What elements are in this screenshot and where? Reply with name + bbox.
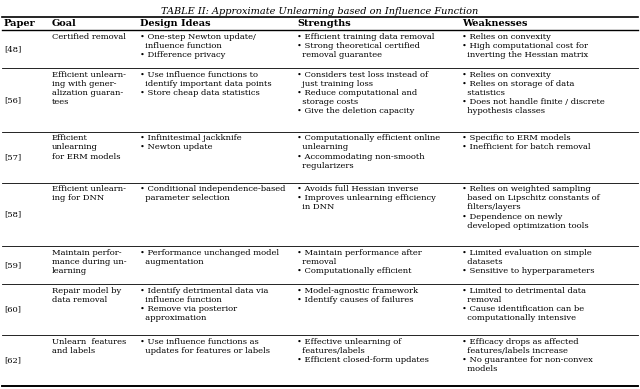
Text: • Limited evaluation on simple
  datasets
• Sensitive to hyperparameters: • Limited evaluation on simple datasets … [462, 249, 595, 275]
Text: • Effective unlearning of
  features/labels
• Efficient closed-form updates: • Effective unlearning of features/label… [297, 338, 429, 364]
Text: Certified removal: Certified removal [52, 33, 126, 40]
Text: Efficient
unlearning
for ERM models: Efficient unlearning for ERM models [52, 134, 120, 161]
Text: Repair model by
data removal: Repair model by data removal [52, 287, 121, 304]
Text: • Use influence functions to
  identify important data points
• Store cheap data: • Use influence functions to identify im… [140, 71, 271, 97]
Text: Efficient unlearn-
ing with gener-
alization guaran-
tees: Efficient unlearn- ing with gener- aliza… [52, 71, 126, 106]
Text: • Relies on convexity
• High computational cost for
  inverting the Hessian matr: • Relies on convexity • High computation… [462, 33, 588, 59]
Text: Strengths: Strengths [297, 19, 351, 28]
Text: • Use influence functions as
  updates for features or labels: • Use influence functions as updates for… [140, 338, 270, 355]
Text: • Model-agnostic framework
• Identify causes of failures: • Model-agnostic framework • Identify ca… [297, 287, 418, 304]
Text: • Efficient training data removal
• Strong theoretical certified
  removal guara: • Efficient training data removal • Stro… [297, 33, 435, 59]
Text: [59]: [59] [4, 261, 21, 269]
Text: Weaknesses: Weaknesses [462, 19, 527, 28]
Text: • Performance unchanged model
  augmentation: • Performance unchanged model augmentati… [140, 249, 279, 266]
Text: • Considers test loss instead of
  just training loss
• Reduce computational and: • Considers test loss instead of just tr… [297, 71, 428, 116]
Text: • Avoids full Hessian inverse
• Improves unlearning efficiency
  in DNN: • Avoids full Hessian inverse • Improves… [297, 185, 436, 212]
Text: [62]: [62] [4, 357, 21, 364]
Text: • Identify detrimental data via
  influence function
• Remove via posterior
  ap: • Identify detrimental data via influenc… [140, 287, 268, 322]
Text: • Computationally efficient online
  unlearning
• Accommodating non-smooth
  reg: • Computationally efficient online unlea… [297, 134, 440, 170]
Text: Maintain perfor-
mance during un-
learning: Maintain perfor- mance during un- learni… [52, 249, 127, 275]
Text: Goal: Goal [52, 19, 77, 28]
Text: [57]: [57] [4, 153, 21, 161]
Text: • Relies on convexity
• Relies on storage of data
  statistics
• Does not handle: • Relies on convexity • Relies on storag… [462, 71, 605, 116]
Text: TABLE II: Approximate Unlearning based on Influence Function: TABLE II: Approximate Unlearning based o… [161, 7, 479, 16]
Text: • Efficacy drops as affected
  features/labels increase
• No guarantee for non-c: • Efficacy drops as affected features/la… [462, 338, 593, 373]
Text: • Specific to ERM models
• Inefficient for batch removal: • Specific to ERM models • Inefficient f… [462, 134, 591, 151]
Text: • One-step Newton update/
  influence function
• Difference privacy: • One-step Newton update/ influence func… [140, 33, 256, 59]
Text: [58]: [58] [4, 210, 21, 218]
Text: Design Ideas: Design Ideas [140, 19, 211, 28]
Text: [60]: [60] [4, 306, 21, 314]
Text: Unlearn  features
and labels: Unlearn features and labels [52, 338, 126, 355]
Text: • Relies on weighted sampling
  based on Lipschitz constants of
  filters/layers: • Relies on weighted sampling based on L… [462, 185, 600, 230]
Text: • Maintain performance after
  removal
• Computationally efficient: • Maintain performance after removal • C… [297, 249, 422, 275]
Text: • Infinitesimal jackknife
• Newton update: • Infinitesimal jackknife • Newton updat… [140, 134, 242, 151]
Text: • Limited to detrimental data
  removal
• Cause identification can be
  computat: • Limited to detrimental data removal • … [462, 287, 586, 322]
Text: • Conditional independence-based
  parameter selection: • Conditional independence-based paramet… [140, 185, 285, 202]
Text: [56]: [56] [4, 96, 21, 104]
Text: Paper: Paper [4, 19, 36, 28]
Text: [48]: [48] [4, 45, 21, 53]
Text: Efficient unlearn-
ing for DNN: Efficient unlearn- ing for DNN [52, 185, 126, 202]
